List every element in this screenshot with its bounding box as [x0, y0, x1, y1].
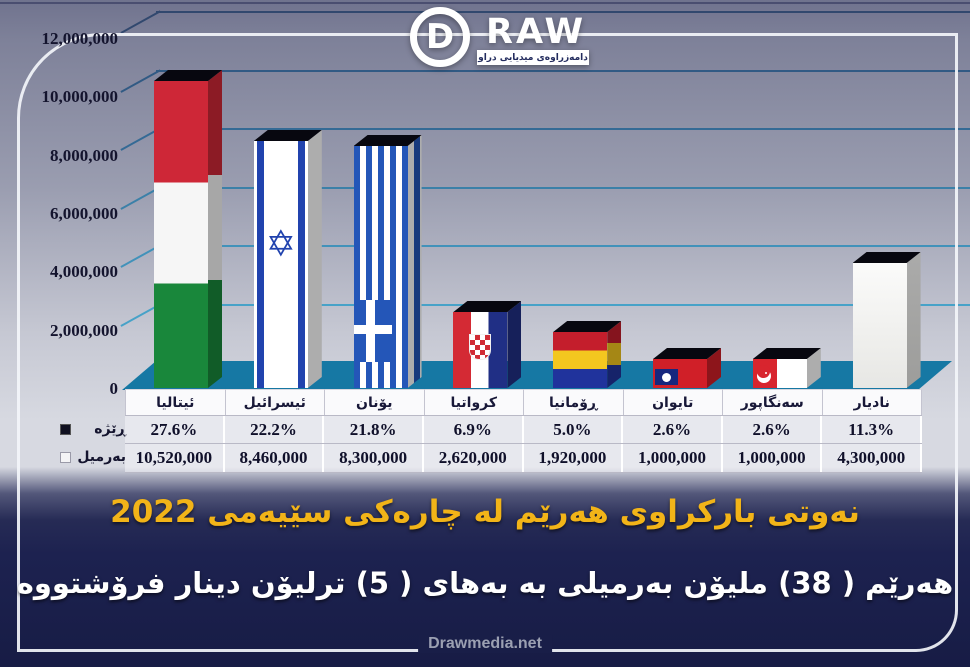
- bar-top-face: [253, 130, 322, 141]
- singapore-crescent-icon: [756, 365, 771, 383]
- top-divider-line: [0, 2, 970, 4]
- percent-row: 27.6% 22.2% 21.8% 6.9% 5.0% 2.6% 2.6% 11…: [125, 415, 922, 444]
- gridline-8m: [156, 128, 970, 131]
- legend-row-barrels: بەرمیل: [58, 443, 128, 471]
- chart-subtitle: هەرێم ( 38) ملیۆن بەرمیلی به بەهای ( 5) …: [16, 566, 954, 600]
- barrels-value: 10,520,000: [125, 444, 225, 472]
- y-tick-label: 2,000,000: [50, 321, 118, 340]
- flag-romania-icon: [553, 332, 608, 388]
- flag-italy-icon: [154, 81, 208, 388]
- barrels-value: 1,000,000: [722, 444, 823, 472]
- bar: ✡: [253, 130, 322, 388]
- category-label: ئیتالیا: [125, 389, 226, 415]
- star-of-david-icon: ✡: [265, 223, 296, 265]
- bar: [154, 70, 222, 388]
- x-axis-labels: ئیتالیا ئیسرائیل یۆنان کرواتیا ڕۆمانیا ت…: [125, 389, 922, 415]
- bar-top-face: [653, 348, 721, 359]
- legend-barrels-label: بەرمیل: [77, 449, 126, 465]
- y-tick-label: 4,000,000: [50, 262, 118, 281]
- barrels-value: 1,920,000: [523, 444, 624, 472]
- gridline-10m: [156, 70, 970, 73]
- bar: [852, 252, 921, 388]
- singapore-stars-icon: [764, 372, 767, 374]
- legend-filled-square-icon: [60, 423, 71, 435]
- logo-raw-text: RAW: [486, 12, 587, 52]
- bar: [653, 348, 721, 388]
- flag-croatia-icon: [453, 312, 508, 388]
- y-tick-label: 6,000,000: [50, 204, 118, 223]
- logo-d-letter: D: [425, 17, 455, 57]
- barrels-value: 4,300,000: [822, 444, 922, 472]
- logo-tagline: دامەزراوەی میدیایی دراو: [477, 50, 589, 65]
- bar: [353, 135, 422, 388]
- gridline-4m: [156, 245, 970, 248]
- gridline-12m: [156, 11, 970, 14]
- y-tick-label: 10,000,000: [41, 87, 119, 106]
- bar-top-face: [752, 348, 821, 359]
- legend-empty-square-icon: [60, 451, 71, 463]
- legend-row-percent: ڕێژه: [58, 415, 128, 443]
- barrels-value: 2,620,000: [423, 444, 524, 472]
- flag-israel-icon: ✡: [253, 141, 308, 388]
- percent-value: 6.9%: [423, 416, 524, 444]
- flag-singapore-icon: [752, 359, 807, 388]
- chart-title: نەوتی بارکراوی هەرێم له چارەکی سێیەمی 20…: [110, 494, 860, 530]
- category-label: یۆنان: [325, 389, 425, 415]
- percent-value: 22.2%: [224, 416, 325, 444]
- flag-greece-icon: [353, 146, 408, 388]
- flag-unknown-blank: [852, 263, 907, 388]
- legend-percent-label: ڕێژه: [94, 421, 126, 437]
- barrels-value: 8,460,000: [224, 444, 325, 472]
- category-label: سەنگاپور: [723, 389, 823, 415]
- gridline-2m: [156, 304, 970, 307]
- barrels-value: 8,300,000: [324, 444, 424, 472]
- percent-value: 27.6%: [125, 416, 225, 444]
- bar-top-face: [852, 252, 921, 263]
- bar-top-face: [154, 70, 222, 81]
- flag-taiwan-icon: [653, 359, 707, 388]
- croatia-crest-icon: [470, 334, 491, 359]
- gridline-6m: [156, 187, 970, 190]
- y-tick-label: 8,000,000: [50, 146, 118, 165]
- percent-value: 5.0%: [523, 416, 624, 444]
- bar: [553, 321, 622, 388]
- bar: [752, 348, 821, 388]
- website-footer: Drawmedia.net: [418, 635, 552, 653]
- bar-top-face: [353, 135, 422, 146]
- logo-circle-icon: D: [410, 7, 470, 67]
- barrels-value: 1,000,000: [623, 444, 723, 472]
- barrels-row: 10,520,000 8,460,000 8,300,000 2,620,000…: [125, 443, 922, 473]
- y-tick-label: 0: [109, 379, 119, 398]
- percent-value: 2.6%: [722, 416, 823, 444]
- taiwan-sun-icon: [655, 369, 678, 385]
- category-label: نادیار: [822, 389, 922, 415]
- category-label: ڕۆمانیا: [524, 389, 624, 415]
- axis-tick-connector: [120, 10, 161, 35]
- category-label: ئیسرائیل: [225, 389, 325, 415]
- bar-top-face: [453, 301, 522, 312]
- y-tick-label: 12,000,000: [41, 29, 119, 48]
- bar: [453, 301, 522, 388]
- category-label: کرواتیا: [424, 389, 524, 415]
- percent-value: 2.6%: [623, 416, 723, 444]
- category-label: تایوان: [623, 389, 723, 415]
- bar-top-face: [553, 321, 622, 332]
- greek-cross-icon: [353, 300, 392, 362]
- percent-value: 21.8%: [324, 416, 424, 444]
- percent-value: 11.3%: [822, 416, 922, 444]
